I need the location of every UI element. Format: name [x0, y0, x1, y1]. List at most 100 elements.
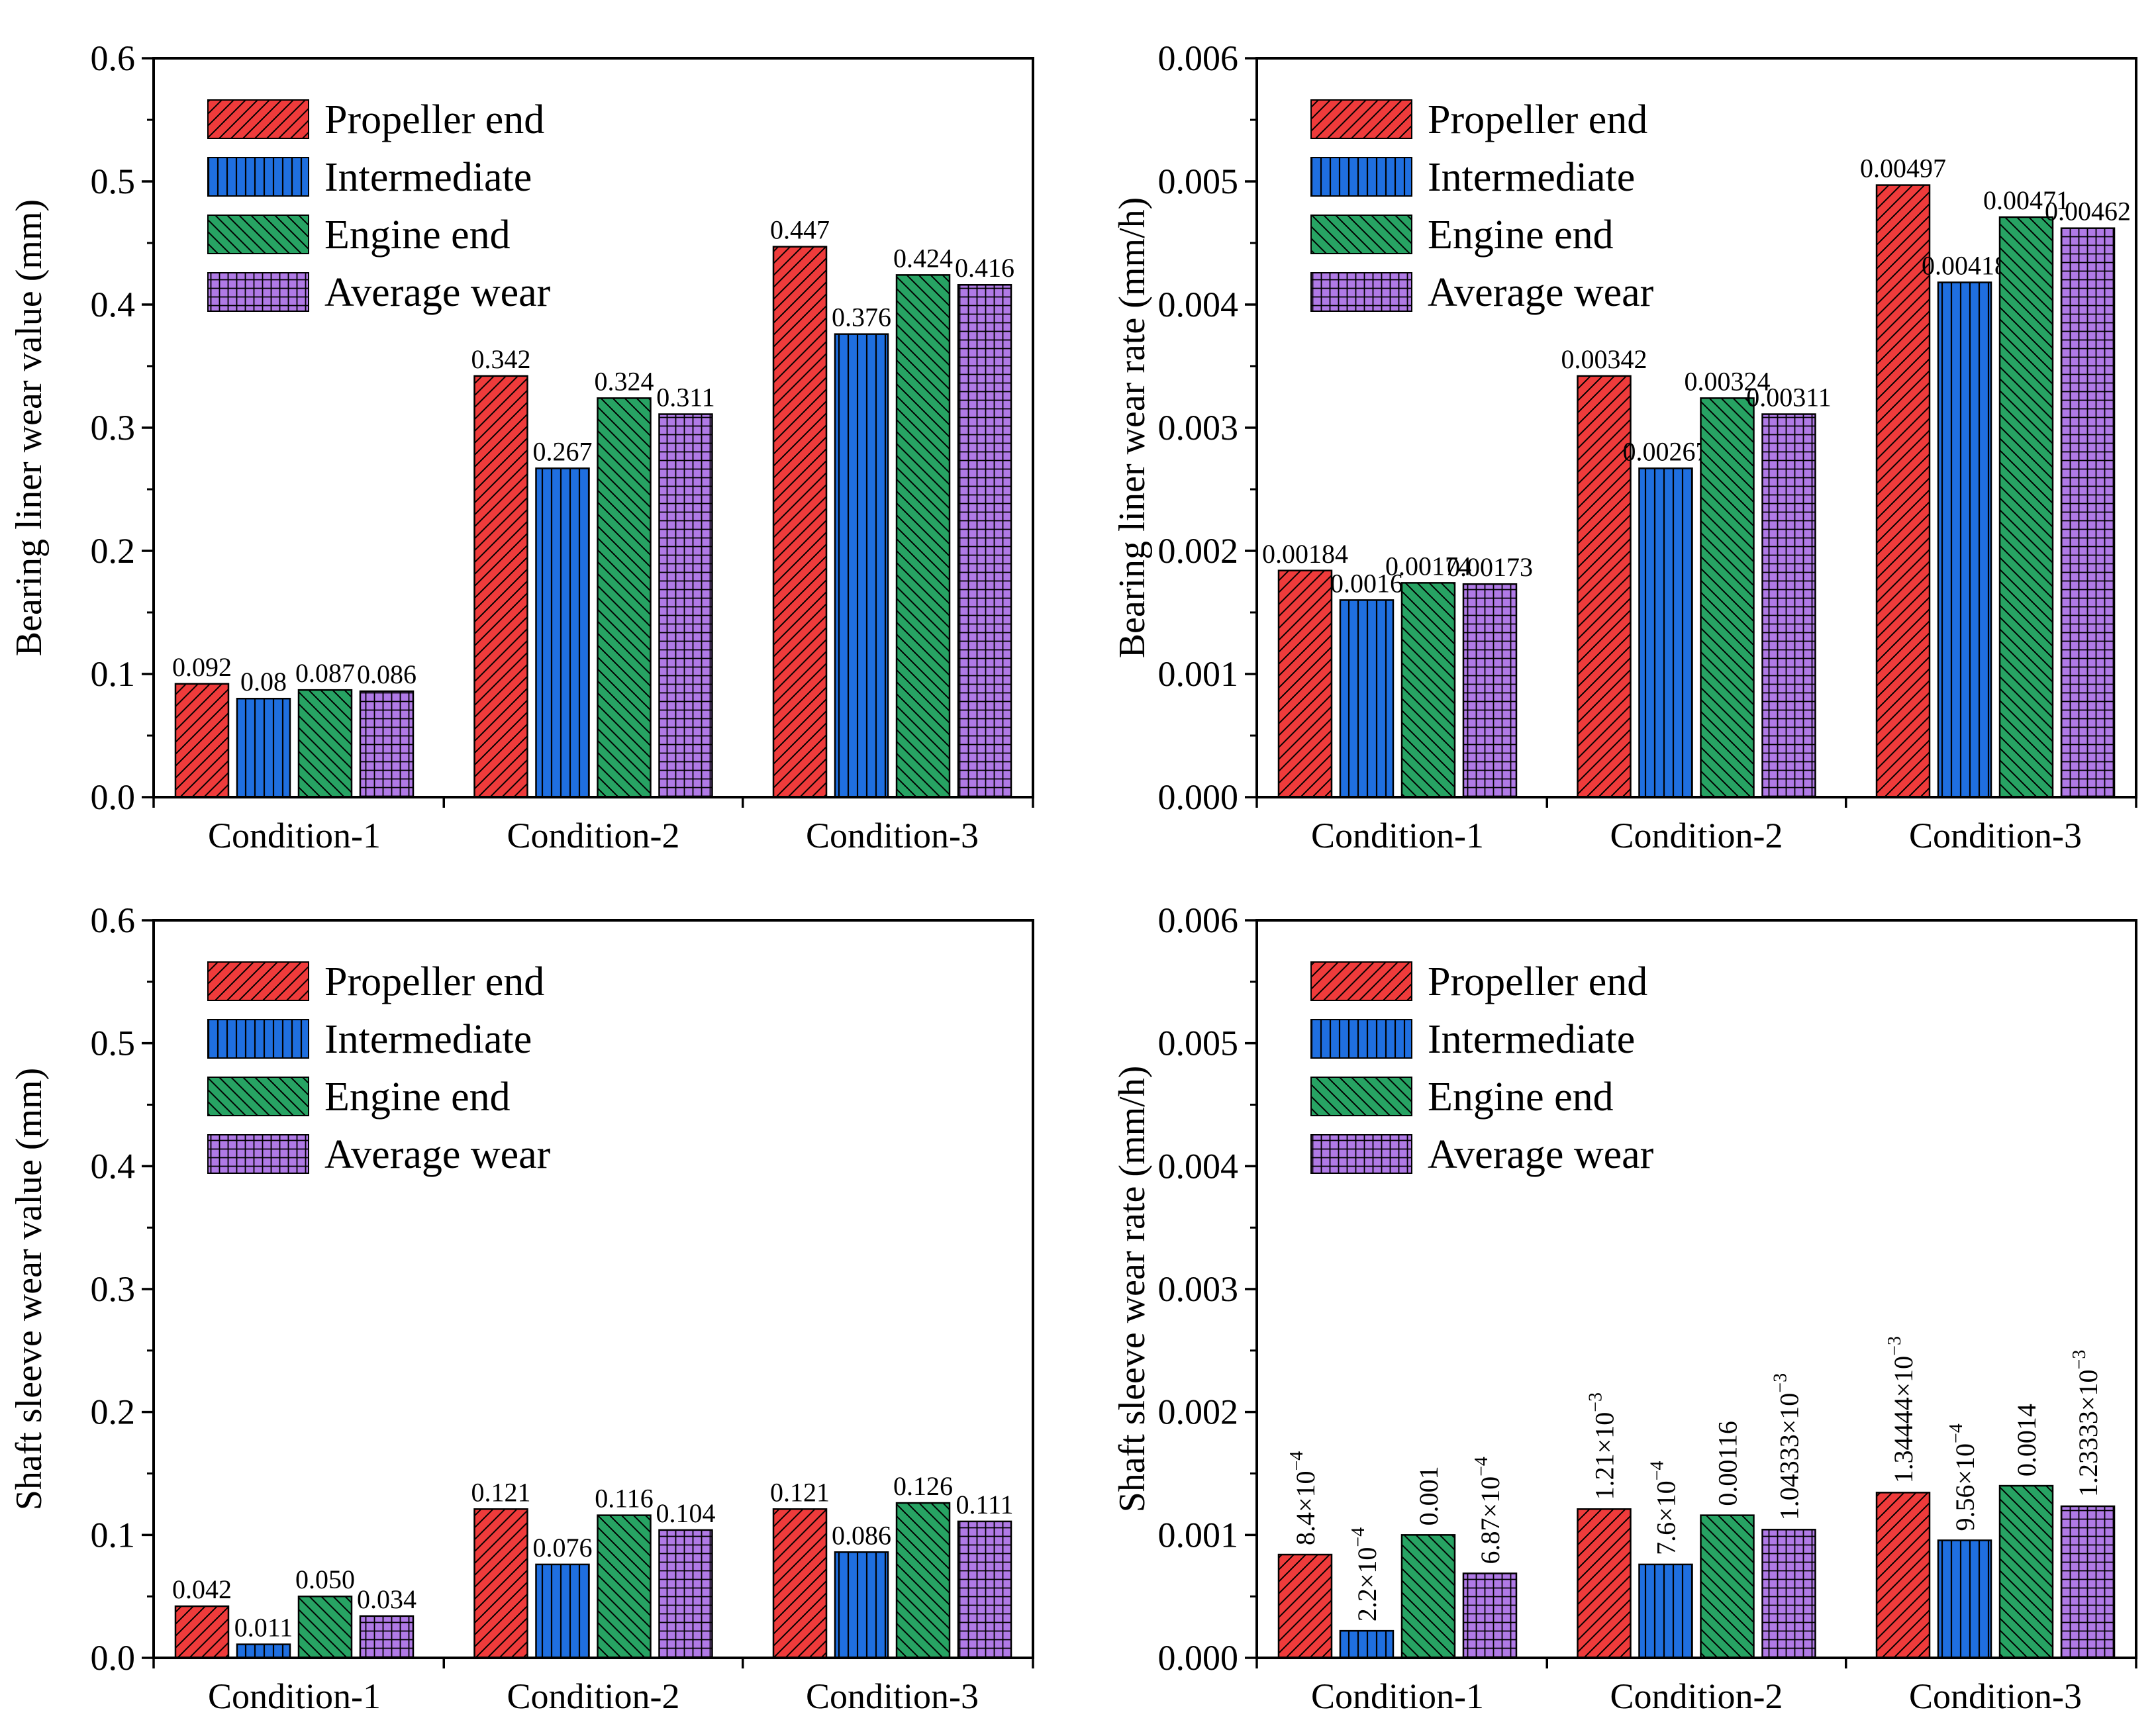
- data-label: 0.086: [832, 1520, 891, 1550]
- y-tick-label: 0.6: [91, 900, 136, 940]
- x-tick-label: Condition-2: [507, 1676, 679, 1716]
- bar-condition-2-average-wear: [658, 413, 713, 798]
- data-label: 0.311: [656, 383, 715, 412]
- legend-item-intermediate: Intermediate: [1310, 1017, 1635, 1062]
- data-label: 9.56×10−4: [1946, 1423, 1980, 1531]
- bar-condition-3-engine-end: [1998, 1484, 2054, 1659]
- legend-item-propeller-end: Propeller end: [1310, 959, 1647, 1004]
- y-tick-label: 0.2: [91, 1392, 136, 1432]
- y-tick-label: 0.000: [1158, 1638, 1239, 1678]
- bar-condition-1-propeller-end: [174, 1605, 230, 1659]
- bar-condition-3-intermediate: [834, 333, 889, 798]
- y-tick-label: 0.005: [1158, 162, 1239, 201]
- data-label: 1.21×10−3: [1586, 1392, 1620, 1500]
- data-label: 0.104: [656, 1498, 716, 1528]
- data-label: 0.342: [471, 344, 531, 374]
- data-label: 2.2×10−4: [1348, 1527, 1382, 1621]
- y-tick-label: 0.000: [1158, 777, 1239, 817]
- legend-item-average-wear: Average wear: [1310, 270, 1654, 315]
- legend: Propeller end Intermediate Engine end Avera…: [207, 959, 551, 1177]
- bar-condition-2-propeller-end: [473, 1508, 528, 1659]
- data-label: 0.092: [172, 652, 232, 682]
- y-tick-label: 0.5: [91, 1024, 136, 1063]
- data-label: 0.416: [955, 253, 1014, 283]
- bar-condition-3-average-wear: [957, 1520, 1012, 1659]
- bar-condition-1-average-wear: [359, 1615, 415, 1659]
- y-axis-title: Shaft sleeve wear value (mm): [9, 1068, 50, 1511]
- bar-condition-3-intermediate: [1937, 281, 1992, 798]
- legend-label: Propeller end: [324, 97, 544, 142]
- data-label: 0.121: [770, 1477, 830, 1507]
- data-label: 0.08: [240, 667, 287, 697]
- legend-item-engine-end: Engine end: [207, 213, 511, 258]
- legend-label: Engine end: [324, 1075, 511, 1120]
- legend-label: Average wear: [324, 1132, 551, 1177]
- legend-label: Intermediate: [1428, 155, 1635, 200]
- legend-label: Engine end: [1428, 213, 1614, 258]
- data-label: 0.00462: [2045, 197, 2131, 226]
- legend: Propeller end Intermediate Engine end Avera…: [1310, 97, 1654, 315]
- y-tick-label: 0.002: [1158, 1392, 1239, 1432]
- y-tick-label: 0.3: [91, 408, 136, 448]
- bar-condition-3-propeller-end: [772, 1508, 828, 1659]
- data-label: 8.4×10−4: [1287, 1451, 1320, 1545]
- legend-item-engine-end: Engine end: [1310, 1075, 1614, 1120]
- legend-item-average-wear: Average wear: [207, 1132, 551, 1177]
- y-tick-label: 0.002: [1158, 531, 1239, 571]
- bar-condition-2-intermediate: [535, 467, 590, 798]
- bar-condition-2-propeller-end: [473, 375, 528, 798]
- data-label: 0.00174: [1385, 551, 1471, 581]
- y-tick-label: 0.5: [91, 162, 136, 201]
- data-label: 0.001: [1414, 1466, 1444, 1525]
- y-tick-label: 0.2: [91, 531, 136, 571]
- data-label: 0.00267: [1623, 436, 1709, 466]
- panel-liner-wear-value: 0.0920.3420.4470.080.2670.3760.0870.3240…: [9, 38, 1034, 855]
- data-label: 1.23333×10−3: [2069, 1350, 2103, 1497]
- bar-condition-2-intermediate: [1638, 1563, 1693, 1659]
- x-tick-label: Condition-3: [1909, 816, 2082, 855]
- bar-condition-3-average-wear: [2060, 1505, 2116, 1659]
- bar-condition-2-intermediate: [535, 1563, 590, 1659]
- data-label: 0.011: [234, 1613, 293, 1643]
- y-tick-label: 0.003: [1158, 408, 1239, 448]
- data-label: 1.04333×10−3: [1771, 1373, 1804, 1520]
- data-label: 0.042: [172, 1574, 232, 1604]
- data-label: 0.267: [533, 436, 593, 466]
- bar-condition-3-intermediate: [834, 1551, 889, 1659]
- bar-condition-3-propeller-end: [1875, 1492, 1931, 1659]
- y-axis-title: Bearing liner wear rate (mm/h): [1112, 197, 1153, 659]
- data-label: 0.126: [893, 1471, 953, 1501]
- data-label: 0.376: [832, 303, 891, 332]
- legend-item-intermediate: Intermediate: [1310, 155, 1635, 200]
- bar-condition-3-propeller-end: [1875, 184, 1931, 798]
- bar-condition-2-engine-end: [1700, 1514, 1755, 1659]
- legend-item-engine-end: Engine end: [1310, 213, 1614, 258]
- legend-item-average-wear: Average wear: [207, 270, 551, 315]
- y-tick-label: 0.001: [1158, 654, 1239, 694]
- bar-condition-1-intermediate: [1339, 599, 1395, 798]
- bar-condition-3-engine-end: [895, 274, 951, 798]
- y-axis-title: Shaft sleeve wear rate (mm/h): [1112, 1066, 1153, 1513]
- x-tick-label: Condition-2: [1610, 816, 1783, 855]
- y-tick-label: 0.6: [91, 38, 136, 78]
- bar-condition-1-propeller-end: [174, 683, 230, 798]
- data-label: 1.34444×10−3: [1885, 1336, 1918, 1483]
- data-label: 0.00311: [1746, 383, 1832, 412]
- y-tick-label: 0.4: [91, 285, 136, 324]
- y-tick-label: 0.006: [1158, 900, 1239, 940]
- data-label: 0.086: [357, 659, 416, 689]
- x-tick-label: Condition-1: [208, 816, 381, 855]
- x-tick-label: Condition-3: [806, 1676, 979, 1716]
- data-label: 0.111: [956, 1490, 1014, 1519]
- panel-sleeve-wear-rate: 8.4×10−4 1.21×10−3 1.34444×10−3 2.2×10−4 7.6…: [1112, 900, 2137, 1716]
- legend-label: Average wear: [1428, 270, 1654, 315]
- x-tick-label: Condition-1: [1311, 816, 1484, 855]
- bar-condition-2-average-wear: [1761, 413, 1816, 798]
- y-tick-label: 0.006: [1158, 38, 1239, 78]
- legend-item-average-wear: Average wear: [1310, 1132, 1654, 1177]
- y-tick-label: 0.1: [91, 654, 136, 694]
- data-label: 0.00324: [1685, 366, 1771, 396]
- legend-label: Propeller end: [1428, 959, 1647, 1004]
- legend-label: Average wear: [1428, 1132, 1654, 1177]
